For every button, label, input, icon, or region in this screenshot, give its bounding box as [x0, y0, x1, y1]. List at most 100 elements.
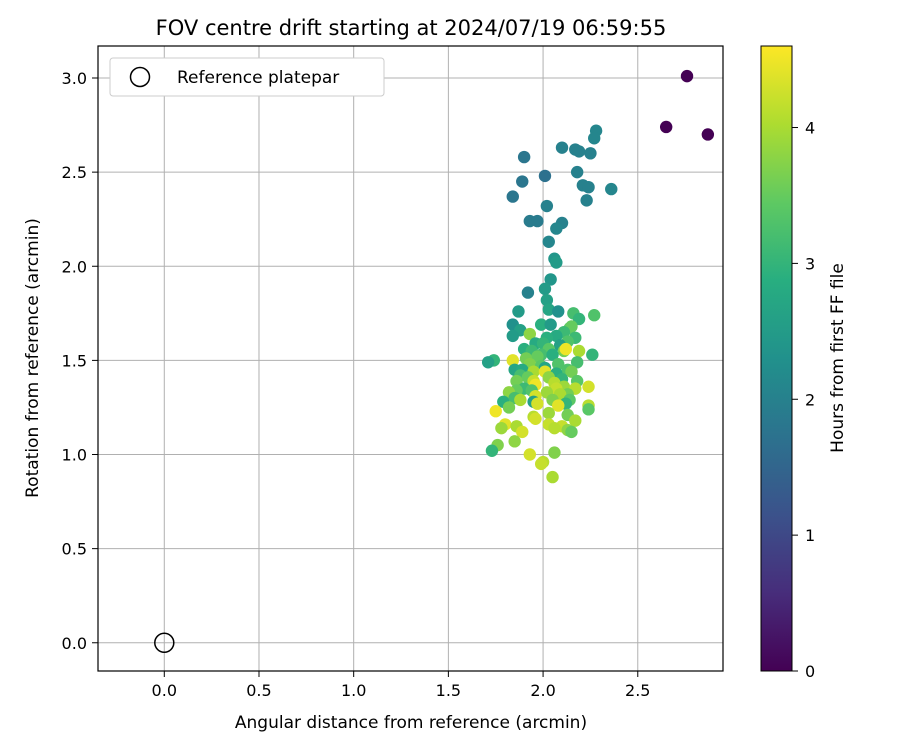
- scatter-point: [516, 425, 529, 439]
- colorbar-ticks: 0 1 2 3 4: [792, 119, 815, 681]
- colorbar-tick-label: 1: [805, 526, 815, 545]
- scatter-point: [550, 329, 563, 343]
- y-axis-label: Rotation from reference (arcmin): [23, 218, 43, 498]
- scatter-point: [514, 393, 527, 407]
- colorbar-tick-label: 0: [805, 662, 815, 681]
- scatter-point: [481, 356, 495, 369]
- x-tick-label: 2.5: [625, 681, 650, 700]
- scatter-point: [538, 169, 552, 183]
- scatter-point: [582, 403, 595, 416]
- scatter-point: [510, 374, 523, 388]
- scatter-point: [495, 421, 508, 435]
- scatter-point: [569, 414, 582, 427]
- scatter-point: [540, 199, 554, 213]
- scatter-point: [580, 194, 593, 207]
- scatter-point: [489, 405, 502, 418]
- legend-box: [109, 57, 385, 97]
- y-tick-label: 2.0: [62, 257, 87, 276]
- y-tick-label: 2.5: [62, 163, 87, 182]
- scatter-point: [552, 305, 565, 318]
- scatter-point: [516, 175, 529, 188]
- x-tick-label: 1.0: [341, 681, 366, 700]
- x-tick-label: 2.0: [530, 681, 555, 700]
- scatter-point: [582, 180, 595, 194]
- scatter-point: [502, 401, 516, 414]
- scatter-point: [523, 327, 537, 341]
- scatter-point: [531, 350, 544, 363]
- scatter-point: [546, 348, 559, 361]
- scatter-point: [572, 145, 586, 158]
- scatter-point: [552, 399, 565, 412]
- scatter-point: [572, 312, 586, 326]
- x-axis-ticks: 0.0 0.5 1.0 1.5 2.0 2.5: [152, 671, 650, 700]
- x-axis-label: Angular distance from reference (arcmin): [235, 713, 587, 733]
- x-tick-label: 0.0: [152, 681, 177, 700]
- y-tick-label: 0.0: [62, 634, 87, 653]
- scatter-point: [508, 435, 521, 448]
- scatter-point: [555, 141, 569, 154]
- scatter-point: [506, 354, 519, 367]
- scatter-point: [534, 457, 548, 471]
- scatter-point: [570, 356, 584, 369]
- scatter-point: [588, 309, 601, 322]
- chart-title: FOV centre drift starting at 2024/07/19 …: [156, 16, 667, 40]
- scatter-point: [506, 190, 519, 203]
- scatter-point: [550, 256, 563, 269]
- legend-label: Reference platepar: [177, 68, 339, 88]
- legend: Reference platepar: [109, 57, 385, 97]
- scatter-point: [582, 380, 595, 393]
- y-tick-label: 0.5: [62, 540, 87, 559]
- scatter-point: [659, 120, 673, 134]
- scatter-point: [542, 303, 555, 316]
- colorbar-tick-label: 3: [805, 254, 815, 273]
- scatter-point: [485, 444, 499, 457]
- scatter-point: [565, 365, 578, 378]
- scatter-point: [572, 344, 586, 358]
- scatter-point: [538, 282, 552, 296]
- x-tick-label: 1.5: [436, 681, 461, 700]
- colorbar-tick-label: 2: [805, 390, 815, 409]
- scatter-point: [588, 132, 601, 145]
- colorbar-tick-label: 4: [805, 119, 815, 138]
- scatter-point: [548, 446, 561, 459]
- scatter-point: [534, 318, 548, 331]
- scatter-point: [565, 425, 578, 439]
- scatter-point: [552, 357, 565, 371]
- scatter-point: [570, 165, 584, 179]
- scatter-point: [586, 348, 599, 361]
- y-tick-label: 1.5: [62, 351, 87, 370]
- scatter-point: [544, 273, 557, 286]
- scatter-point: [521, 286, 535, 299]
- scatter-point: [540, 293, 554, 307]
- scatter-point: [529, 412, 542, 425]
- colorbar-label: Hours from first FF file: [828, 263, 848, 453]
- scatter-point: [544, 318, 557, 331]
- legend-marker: [129, 66, 151, 88]
- scatter-point: [550, 222, 563, 235]
- reference-point: [154, 632, 175, 654]
- scatter-point: [531, 214, 544, 228]
- plot-area: [98, 46, 723, 671]
- scatter-point: [542, 406, 555, 420]
- scatter-point: [542, 235, 555, 248]
- scatter-point: [523, 448, 537, 461]
- scatter-point: [512, 305, 525, 318]
- y-tick-label: 3.0: [62, 69, 87, 88]
- y-axis-ticks: 0.0 0.5 1.0 1.5 2.0 2.5 3.0: [62, 69, 98, 653]
- scatter-point: [506, 329, 519, 343]
- x-tick-label: 0.5: [246, 681, 271, 700]
- y-tick-label: 1.0: [62, 446, 87, 465]
- scatter-point: [531, 397, 544, 410]
- scatter-point: [680, 69, 694, 83]
- scatter-point: [701, 128, 715, 141]
- colorbar: [760, 45, 793, 672]
- scatter-point: [605, 182, 618, 196]
- scatter-point: [517, 150, 531, 164]
- scatter-points: [481, 69, 715, 484]
- scatter-point: [584, 147, 597, 160]
- plot-frame: [97, 45, 724, 672]
- scatter-point: [559, 342, 573, 356]
- scatter-point: [546, 470, 559, 484]
- scatter-point: [548, 421, 561, 435]
